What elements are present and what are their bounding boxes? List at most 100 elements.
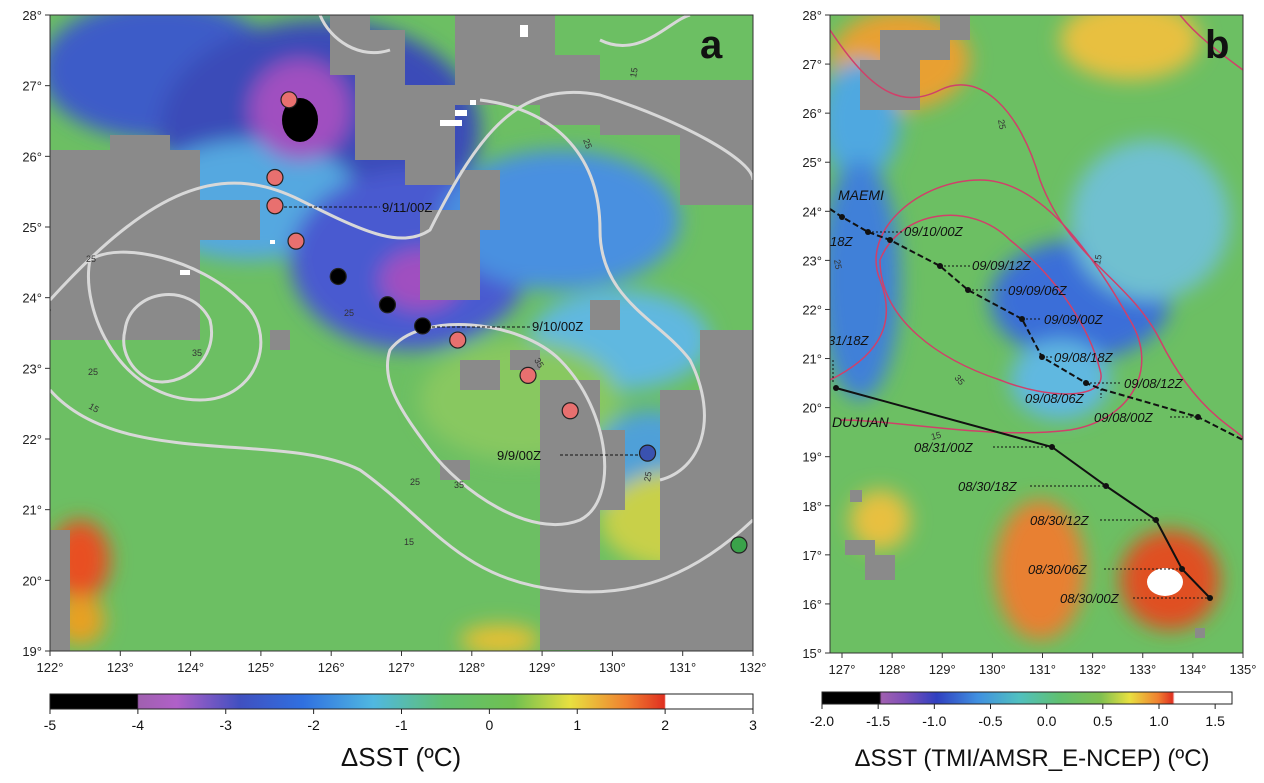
lon-tick-label: 135° xyxy=(1230,662,1257,677)
contour-label-35: 35 xyxy=(952,373,966,387)
lon-tick-label: 127° xyxy=(388,660,415,675)
contour-label-25: 25 xyxy=(410,477,420,487)
colorbar-tick-label: -1.5 xyxy=(866,713,890,729)
lat-tick-label: 27° xyxy=(22,79,42,94)
lat-tick-label: 24° xyxy=(802,204,822,219)
lat-tick-label: 19° xyxy=(802,450,822,465)
lat-tick-label: 28° xyxy=(22,8,42,23)
lat-tick-label: 24° xyxy=(22,291,42,306)
storm-label-maemi: MAEMI xyxy=(838,187,884,203)
lat-tick-label: 19° xyxy=(22,644,42,659)
dujuan-label: 08/30/06Z xyxy=(1028,562,1088,577)
dujuan-track xyxy=(835,387,1211,599)
panel-a-map: 15 15 25 25 35 25 15 25 35 35 25 25 15 xyxy=(22,8,767,675)
contour-label-25: 25 xyxy=(86,254,96,264)
dujuan-label: 31/18Z xyxy=(828,333,870,348)
panel-b-missing-data xyxy=(845,15,1205,638)
panel-a-colorbar: -5 -4 -3 -2 -1 0 1 2 3 ΔSST (ºC) xyxy=(44,693,757,772)
panel-b-letter: b xyxy=(1205,23,1229,67)
panel-a-colorbar-ramp xyxy=(49,693,754,710)
lat-tick-label: 25° xyxy=(22,220,42,235)
lat-tick-label: 28° xyxy=(802,8,822,23)
colorbar-tick-label: -2 xyxy=(307,717,320,733)
maemi-label: 09/09/06Z xyxy=(1008,283,1068,298)
panel-a-colorbar-title: ΔSST (ºC) xyxy=(341,742,461,772)
colorbar-tick-label: -3 xyxy=(220,717,233,733)
panel-b-contour-labels: 25 25 15 35 15 xyxy=(832,119,1104,442)
lat-tick-label: 21° xyxy=(802,352,822,367)
annotation-9-11-00z: 9/11/00Z xyxy=(382,200,432,215)
contour-label-25: 25 xyxy=(996,119,1008,131)
lat-tick-label: 26° xyxy=(802,106,822,121)
lon-tick-label: 123° xyxy=(107,660,134,675)
colorbar-tick-label: 1.5 xyxy=(1205,713,1225,729)
panel-b-map: 25 25 15 35 15 xyxy=(802,8,1257,677)
colorbar-tick-label: 1 xyxy=(573,717,581,733)
lat-tick-label: 18° xyxy=(802,499,822,514)
lat-tick-label: 17° xyxy=(802,548,822,563)
maemi-label: 09/09/12Z xyxy=(972,258,1032,273)
lon-tick-label: 131° xyxy=(1029,662,1056,677)
colorbar-tick-label: 3 xyxy=(749,717,757,733)
panel-b-contours xyxy=(830,15,1243,441)
panel-a-colorbar-ticks: -5 -4 -3 -2 -1 0 1 2 3 xyxy=(44,709,757,733)
panel-a-letter: a xyxy=(700,23,723,67)
contour-label-25: 25 xyxy=(642,471,654,483)
lat-tick-label: 27° xyxy=(802,57,822,72)
colorbar-tick-label: -0.5 xyxy=(978,713,1002,729)
contour-label-35: 35 xyxy=(532,356,546,370)
lon-tick-label: 130° xyxy=(979,662,1006,677)
lat-tick-label: 15° xyxy=(802,646,822,661)
panel-a-contours xyxy=(50,15,753,594)
lat-tick-label: 22° xyxy=(22,432,42,447)
panel-b-warm-core xyxy=(1147,568,1183,596)
colorbar-tick-label: 2 xyxy=(661,717,669,733)
lon-tick-label: 128° xyxy=(458,660,485,675)
lon-tick-label: 129° xyxy=(529,660,556,675)
maemi-label: 09/10/00Z xyxy=(904,224,964,239)
lat-tick-label: 20° xyxy=(22,573,42,588)
track-marker xyxy=(449,331,467,349)
track-marker xyxy=(519,366,537,384)
lon-tick-label: 127° xyxy=(829,662,856,677)
lon-tick-label: 128° xyxy=(879,662,906,677)
lat-tick-label: 25° xyxy=(802,155,822,170)
colorbar-tick-label: 1.0 xyxy=(1149,713,1169,729)
contour-label-25: 25 xyxy=(581,137,594,150)
lon-tick-label: 125° xyxy=(247,660,274,675)
contour-label-15: 15 xyxy=(40,306,53,319)
panel-b-colorbar-ramp xyxy=(821,691,1233,705)
maemi-time-labels: 09/10/00Z 18Z 09/09/12Z 09/09/06Z 09/09/… xyxy=(830,224,1184,425)
contour-label-35: 35 xyxy=(192,348,202,358)
lon-tick-label: 132° xyxy=(740,660,767,675)
annotation-9-9-00z: 9/9/00Z xyxy=(497,448,541,463)
panel-a-missing-data xyxy=(50,15,753,651)
maemi-label: 18Z xyxy=(830,234,853,249)
dujuan-label: 08/30/00Z xyxy=(1060,591,1120,606)
contour-label-25: 25 xyxy=(88,367,98,377)
dujuan-label: 08/31/00Z xyxy=(914,440,974,455)
lon-tick-label: 129° xyxy=(929,662,956,677)
lat-tick-label: 22° xyxy=(802,302,822,317)
annotation-9-10-00z: 9/10/00Z xyxy=(532,319,583,334)
maemi-label: 09/08/00Z xyxy=(1094,410,1154,425)
dujuan-label: 08/30/18Z xyxy=(958,479,1018,494)
panel-b-frame xyxy=(829,14,1244,654)
dujuan-time-labels: 31/18Z 08/31/00Z 08/30/18Z 08/30/12Z 08/… xyxy=(828,333,1120,606)
colorbar-tick-label: 0.5 xyxy=(1093,713,1113,729)
track-marker xyxy=(638,444,657,462)
track-marker xyxy=(280,91,298,109)
panel-a-track-markers xyxy=(266,91,748,554)
panel-a-cold-core xyxy=(282,98,318,142)
track-marker xyxy=(378,296,397,314)
panel-a-lat-axis: 28° 27° 26° 25° 24° 23° 22° 21° 20° 19° xyxy=(22,8,50,659)
lon-tick-label: 122° xyxy=(37,660,64,675)
panel-b-lon-axis: 127° 128° 129° 130° 131° 132° 133° 134° 135° xyxy=(829,653,1257,677)
contour-label-15: 15 xyxy=(404,537,414,547)
lon-tick-label: 130° xyxy=(599,660,626,675)
track-marker xyxy=(266,197,284,215)
dujuan-label: 08/30/12Z xyxy=(1030,513,1090,528)
colorbar-tick-label: -1.0 xyxy=(922,713,946,729)
contour-label-25: 25 xyxy=(344,308,354,318)
